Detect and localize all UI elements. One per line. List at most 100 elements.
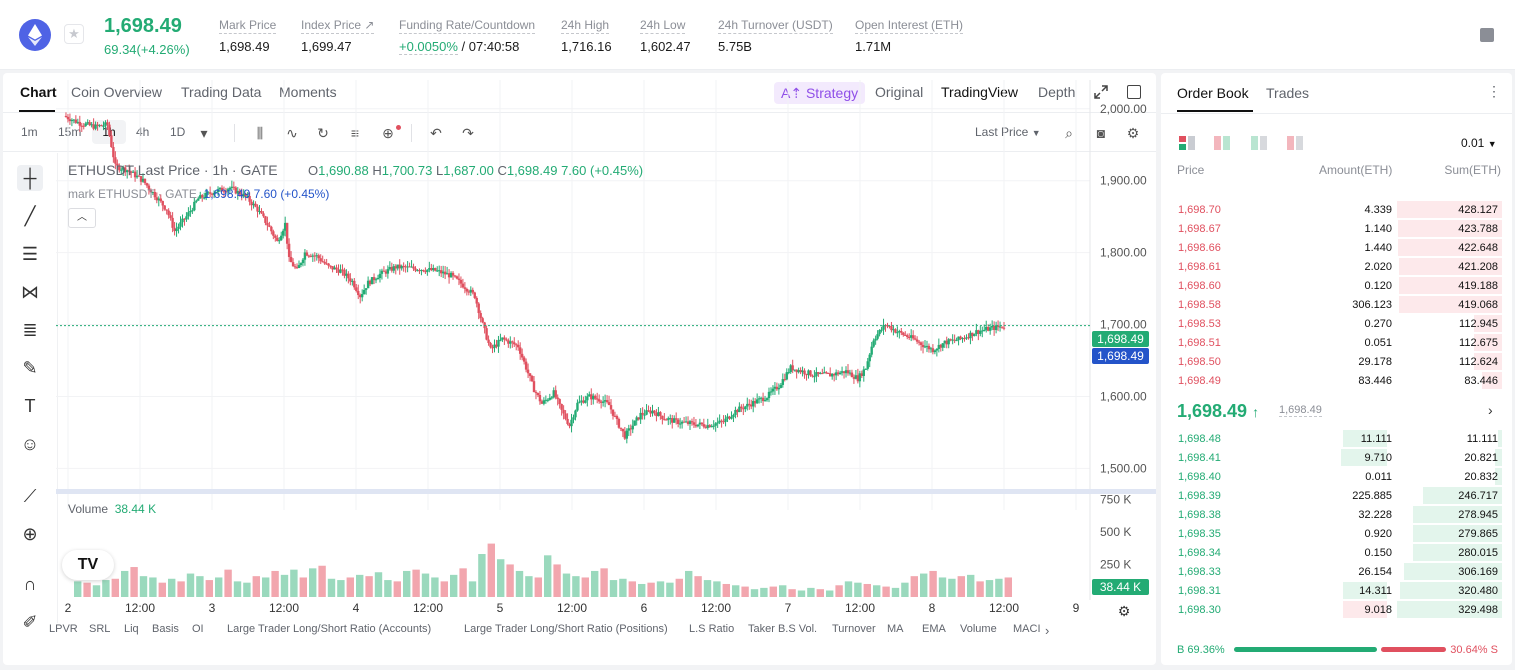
volume-bar	[750, 589, 759, 597]
indicator-taker-b-s-vol[interactable]: Taker B.S Vol.	[748, 623, 818, 635]
tab-moments[interactable]: Moments	[279, 84, 337, 100]
bid-row[interactable]: 1,698.39 225.885 246.717	[1161, 486, 1512, 505]
redo-icon[interactable]: ↷	[462, 125, 474, 141]
ask-row[interactable]: 1,698.67 1.140 423.788	[1161, 219, 1512, 238]
window-icon[interactable]	[1127, 85, 1141, 99]
layout-bids-icon[interactable]	[1251, 136, 1267, 150]
bid-row[interactable]: 1,698.34 0.150 280.015	[1161, 543, 1512, 562]
timeframe-1d[interactable]: 1D	[170, 125, 186, 139]
brush-icon[interactable]: ✎	[22, 358, 38, 378]
tab-coin-overview[interactable]: Coin Overview	[71, 84, 163, 100]
indicator-lpvr[interactable]: LPVR	[49, 623, 78, 635]
indicator-l-s-ratio[interactable]: L.S Ratio	[689, 623, 735, 635]
bid-row[interactable]: 1,698.35 0.920 279.865	[1161, 524, 1512, 543]
chevron-right-icon[interactable]: ›	[1488, 402, 1493, 418]
timeframe-4h[interactable]: 4h	[136, 125, 150, 139]
bid-row[interactable]: 1,698.31 14.311 320.480	[1161, 581, 1512, 600]
search-icon[interactable]: ⌕	[1065, 125, 1073, 141]
undo-icon[interactable]: ↶	[430, 125, 442, 141]
ask-row[interactable]: 1,698.51 0.051 112.675	[1161, 333, 1512, 352]
candle-body	[246, 196, 249, 198]
pattern-icon[interactable]: ⋈	[21, 282, 39, 302]
gear-icon[interactable]: ⚙	[1126, 125, 1140, 141]
bid-row[interactable]: 1,698.30 9.018 329.498	[1161, 600, 1512, 619]
indicator-volume[interactable]: Volume	[960, 623, 997, 635]
ask-row[interactable]: 1,698.50 29.178 112.624	[1161, 352, 1512, 371]
timeframe-dropdown-icon[interactable]: ▾	[200, 125, 208, 141]
precision-select[interactable]: 0.01 ▼	[1461, 136, 1497, 150]
bid-row[interactable]: 1,698.40 0.011 20.832	[1161, 467, 1512, 486]
ask-row[interactable]: 1,698.70 4.339 428.127	[1161, 200, 1512, 219]
layout-asks-icon[interactable]	[1287, 136, 1303, 150]
crosshair-icon[interactable]: ┼	[17, 165, 43, 191]
add-indicator-icon[interactable]: ⊕	[382, 125, 394, 141]
bid-row[interactable]: 1,698.48 11.111 11.111	[1161, 429, 1512, 448]
ohlc-close: 1,698.49	[506, 163, 558, 178]
tab-order-book[interactable]: Order Book	[1177, 85, 1249, 101]
magnet-icon[interactable]: ∩	[23, 574, 37, 594]
timeframe-15m[interactable]: 15m	[58, 125, 82, 139]
stat-index-price[interactable]: Index Price ↗ 1,699.47	[301, 18, 375, 54]
tab-trading-data[interactable]: Trading Data	[181, 84, 262, 100]
horizontal-lines-icon[interactable]: ☰	[21, 244, 39, 264]
more-icon[interactable]: ⋮	[1487, 83, 1501, 99]
indicator-large-trader-long-short-ratio-positions[interactable]: Large Trader Long/Short Ratio (Positions…	[464, 623, 668, 635]
candle-body	[204, 192, 208, 198]
layout-split-icon[interactable]	[1214, 136, 1230, 150]
stat-funding-rate[interactable]: Funding Rate/Countdown +0.0050% / 07:40:…	[399, 18, 536, 55]
zoom-in-icon[interactable]: ⊕	[22, 524, 38, 544]
expand-icon[interactable]	[1094, 85, 1108, 99]
indicator-large-trader-long-short-ratio-accounts[interactable]: Large Trader Long/Short Ratio (Accounts)	[227, 623, 432, 635]
indicator-srl[interactable]: SRL	[89, 623, 111, 635]
emoji-icon[interactable]: ☺	[20, 434, 40, 454]
refresh-icon[interactable]: ↻	[317, 125, 329, 141]
indicator-oi[interactable]: OI	[192, 623, 204, 635]
layout-both-icon[interactable]	[1179, 136, 1195, 150]
indicator-maci[interactable]: MACI	[1013, 623, 1041, 635]
candle-body	[528, 373, 532, 377]
ask-row[interactable]: 1,698.53 0.270 112.945	[1161, 314, 1512, 333]
tab-chart[interactable]: Chart	[20, 84, 57, 100]
timeframe-1m[interactable]: 1m	[21, 125, 38, 139]
indicator-ma[interactable]: MA	[887, 623, 904, 635]
view-tab-depth[interactable]: Depth	[1038, 84, 1076, 100]
ask-row[interactable]: 1,698.61 2.020 421.208	[1161, 257, 1512, 276]
ask-row[interactable]: 1,698.66 1.440 422.648	[1161, 238, 1512, 257]
mid-price[interactable]: 1,698.49 ↑	[1177, 401, 1259, 422]
tab-trades[interactable]: Trades	[1266, 85, 1310, 101]
indicator-liq[interactable]: Liq	[124, 623, 139, 635]
text-tool-icon[interactable]: T	[24, 396, 36, 416]
indicators-icon[interactable]: ∿	[286, 125, 298, 141]
bid-row[interactable]: 1,698.41 9.710 20.821	[1161, 448, 1512, 467]
stat-label: 24h Low	[640, 18, 686, 34]
camera-icon[interactable]: ◙	[1096, 125, 1106, 141]
ask-row[interactable]: 1,698.58 306.123 419.068	[1161, 295, 1512, 314]
candle-body	[325, 263, 328, 265]
ruler-icon[interactable]: ⟋	[23, 486, 37, 506]
trend-line-icon[interactable]: ╱	[24, 206, 36, 226]
view-tab-original[interactable]: Original	[875, 84, 924, 100]
bid-row[interactable]: 1,698.33 26.154 306.169	[1161, 562, 1512, 581]
candle-type-icon[interactable]: ⫼	[256, 125, 264, 141]
ask-row[interactable]: 1,698.49 83.446 83.446	[1161, 371, 1512, 390]
pencil-lock-icon[interactable]: ✐	[22, 612, 38, 632]
view-tab-tradingview[interactable]: TradingView	[941, 84, 1019, 100]
indicator-basis[interactable]: Basis	[152, 623, 179, 635]
settings-list-icon[interactable]: ≡	[350, 125, 360, 141]
ask-row[interactable]: 1,698.60 0.120 419.188	[1161, 276, 1512, 295]
indicator-ema[interactable]: EMA	[922, 623, 946, 635]
stat-mark-price[interactable]: Mark Price 1,698.49	[219, 18, 277, 54]
fib-icon[interactable]: ≣	[22, 320, 38, 340]
indicator-scroll-right-icon[interactable]: ›	[1045, 623, 1050, 638]
chart-canvas[interactable]: 2 12:00 3 12:00 4 12:00 5 12:00 6 12:00 7 12:00 8 12:…	[56, 80, 1156, 620]
collapse-legend-button[interactable]: ︿	[68, 208, 96, 228]
favorite-star-icon[interactable]: ★	[64, 24, 84, 44]
mark-price-legend: mark ETHUSDT · GATE 1,698.49 7.60 (+0.45…	[68, 187, 329, 201]
candle-body	[580, 400, 583, 402]
bid-row[interactable]: 1,698.38 32.228 278.945	[1161, 505, 1512, 524]
price-type-select[interactable]: Last Price ▼	[975, 125, 1041, 139]
volume-bar	[92, 585, 101, 597]
indicator-turnover[interactable]: Turnover	[832, 623, 876, 635]
book-icon[interactable]	[1480, 28, 1494, 42]
strategy-button[interactable]: A⇡ Strategy	[774, 82, 866, 104]
